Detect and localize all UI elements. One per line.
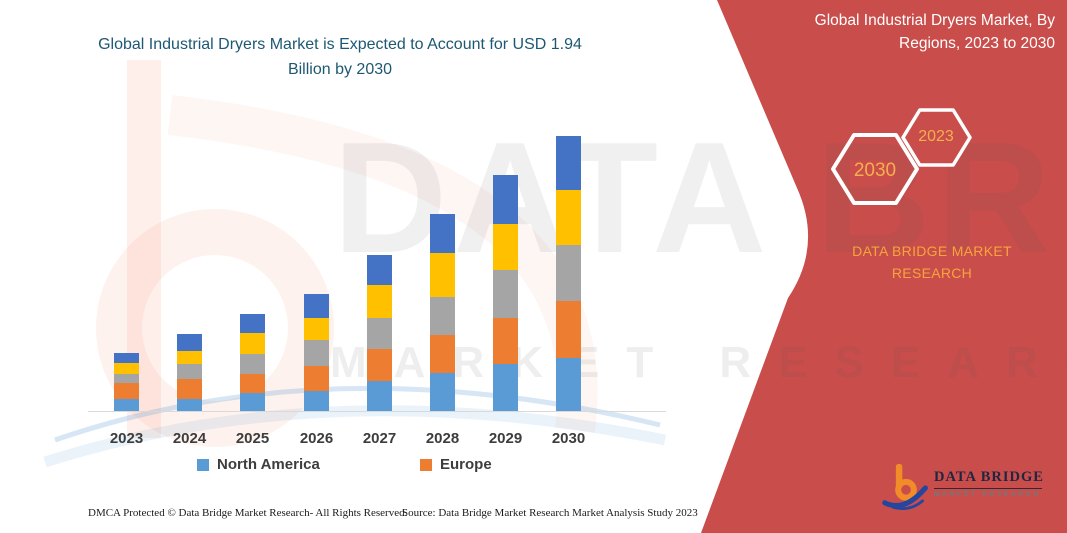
bar-2030 [556, 136, 581, 411]
bar-segment [240, 354, 265, 374]
bar-segment [493, 318, 518, 364]
legend-item-north-america: North America [197, 456, 320, 473]
bar-segment [493, 224, 518, 270]
legend-item-europe: Europe [420, 456, 492, 473]
bar-segment [304, 318, 329, 340]
bar-segment [240, 393, 265, 411]
bar-segment [240, 314, 265, 333]
bar-segment [177, 334, 202, 351]
bar-segment [177, 399, 202, 411]
bar-segment [304, 340, 329, 366]
bar-segment [556, 301, 581, 358]
page-title: Global Industrial Dryers Market is Expec… [98, 36, 582, 78]
bar-segment [430, 253, 455, 297]
data-bridge-logo: DATA BRIDGE MARKET RESEARCH [882, 460, 1046, 514]
legend-label-north-america: North America [217, 456, 320, 473]
bar-segment [114, 399, 139, 411]
logo-text-block: DATA BRIDGE MARKET RESEARCH [934, 469, 1046, 498]
bar-segment [430, 373, 455, 411]
bar-segment [304, 294, 329, 318]
bar-segment [114, 383, 139, 399]
bar-segment [367, 318, 392, 349]
bar-segment [177, 364, 202, 379]
x-axis-line [88, 411, 666, 412]
x-axis-label-2028: 2028 [425, 430, 460, 447]
bar-segment [240, 333, 265, 354]
bar-segment [556, 358, 581, 411]
bar-segment [430, 214, 455, 253]
bar-2029 [493, 175, 518, 411]
bar-segment [556, 136, 581, 190]
x-axis-label-2025: 2025 [235, 430, 270, 447]
bar-segment [430, 297, 455, 335]
hexagon-2030 [831, 133, 919, 205]
bar-segment [367, 381, 392, 411]
logo-wordmark: DATA BRIDGE [934, 469, 1044, 485]
bar-segment [556, 190, 581, 245]
legend-swatch-north-america [197, 458, 209, 471]
hexagon-2030-label: 2030 [853, 160, 897, 181]
x-axis-label-2027: 2027 [362, 430, 397, 447]
data-bridge-logo-icon [882, 463, 928, 511]
bar-segment [304, 366, 329, 391]
bar-2026 [304, 294, 329, 411]
bar-segment [177, 379, 202, 399]
bar-segment [240, 374, 265, 393]
x-axis-label-2023: 2023 [109, 430, 144, 447]
bar-2027 [367, 255, 392, 411]
bar-segment [177, 351, 202, 364]
logo-tagline: MARKET RESEARCH [934, 491, 1041, 498]
footer-source-text: Source: Data Bridge Market Research Mark… [402, 507, 698, 519]
bar-segment [367, 255, 392, 285]
x-axis-label-2024: 2024 [172, 430, 207, 447]
banner-title: Global Industrial Dryers Market, By Regi… [814, 12, 1055, 53]
bar-segment [493, 364, 518, 411]
legend-label-europe: Europe [440, 456, 492, 473]
hexagon-2023-label: 2023 [918, 128, 954, 145]
bar-segment [114, 353, 139, 363]
legend-swatch-europe [420, 458, 432, 471]
bar-segment [493, 175, 518, 224]
bar-segment [556, 245, 581, 301]
x-axis-label-2026: 2026 [299, 430, 334, 447]
bar-segment [114, 374, 139, 383]
bar-segment [493, 270, 518, 318]
logo-divider [934, 488, 1042, 489]
bar-2028 [430, 214, 455, 411]
brand-name-text: DATA BRIDGE MARKET RESEARCH [852, 243, 1012, 281]
bar-2025 [240, 314, 265, 411]
x-axis-label-2030: 2030 [551, 430, 586, 447]
bar-2024 [177, 334, 202, 411]
footer-dmca-text: DMCA Protected © Data Bridge Market Rese… [88, 507, 408, 519]
bar-segment [367, 349, 392, 381]
x-axis-label-2029: 2029 [488, 430, 523, 447]
bar-segment [304, 391, 329, 411]
bar-2023 [114, 353, 139, 411]
bar-segment [430, 335, 455, 373]
hexagon-2023 [901, 108, 972, 167]
bar-segment [367, 285, 392, 318]
bar-segment [114, 363, 139, 374]
